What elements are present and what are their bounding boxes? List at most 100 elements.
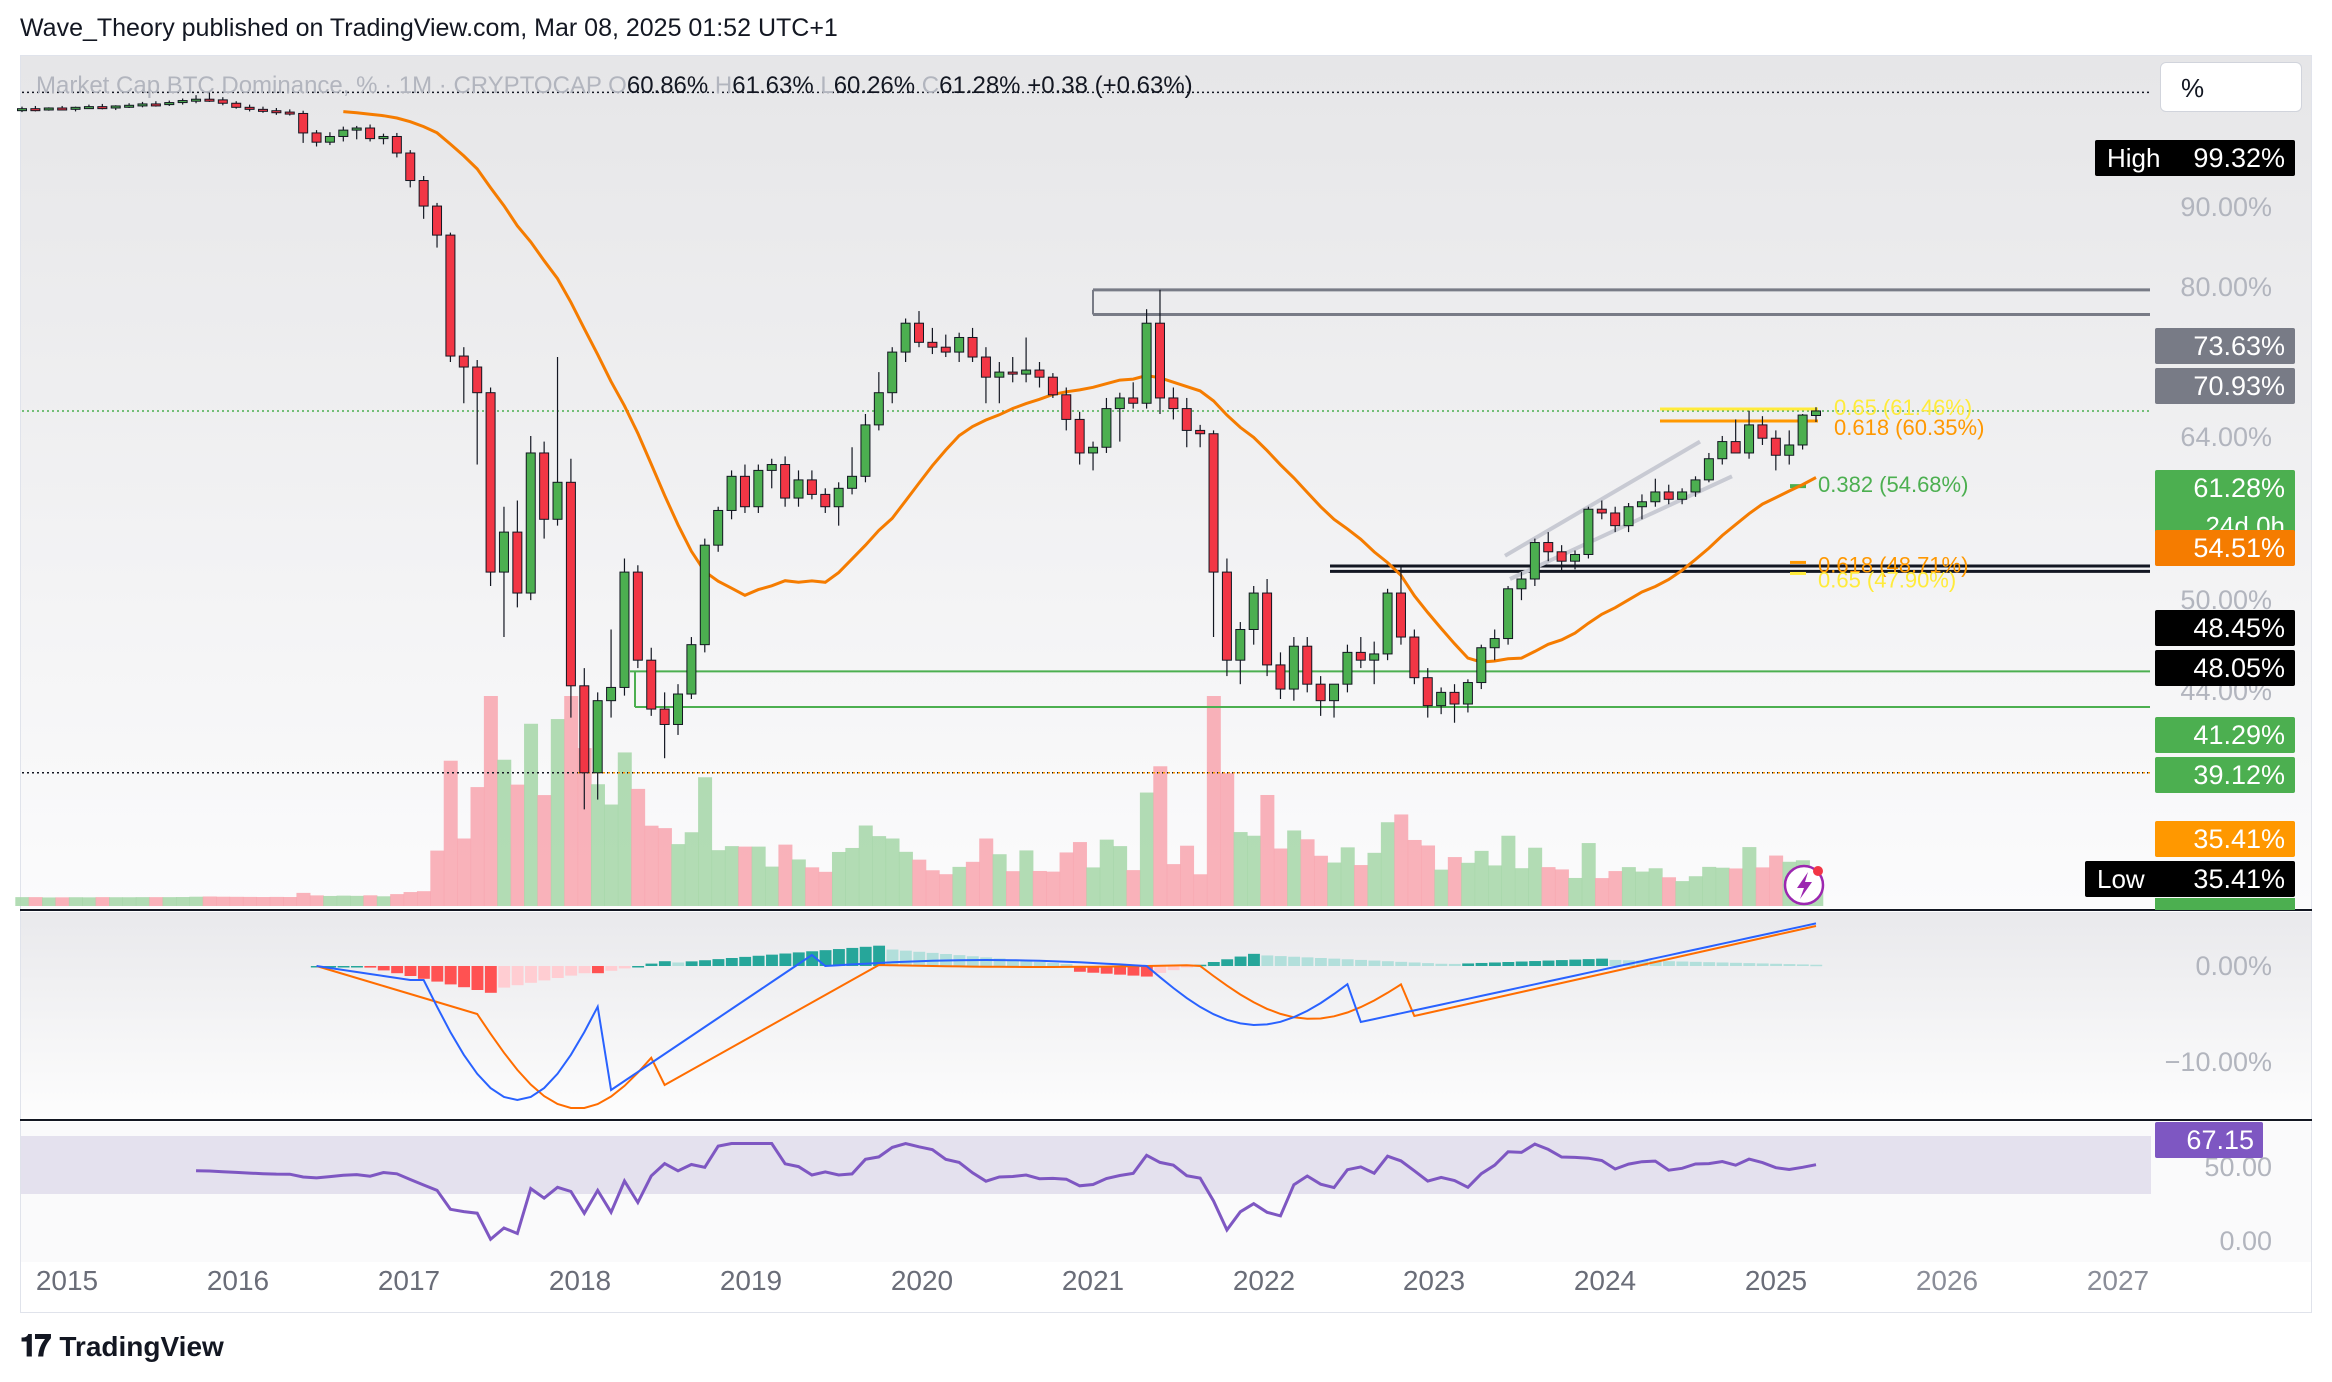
candle-body [793, 479, 804, 499]
candle [1770, 430, 1781, 471]
macd-histogram-bar [538, 966, 551, 981]
volume-area-segment [1006, 871, 1021, 906]
macd-histogram-bar [351, 966, 363, 968]
macd-histogram-bar [832, 949, 845, 966]
volume-area-segment [1380, 822, 1395, 906]
candle [1570, 550, 1581, 570]
volume-area-segment [1126, 870, 1141, 906]
price-label-bg [2095, 140, 2295, 176]
candle-body [365, 127, 376, 140]
candle-body [780, 464, 791, 499]
volume-area-segment [657, 828, 672, 906]
candle-body [17, 108, 27, 112]
volume-area-segment [1514, 868, 1529, 906]
volume-area-segment [644, 825, 659, 906]
candle-body [1275, 664, 1286, 690]
candle-body [485, 392, 496, 573]
candle [351, 125, 362, 140]
year-tick-label: 2021 [1062, 1265, 1124, 1296]
macd-histogram-bar [873, 945, 886, 966]
candle-body [1302, 645, 1313, 685]
macd-line [316, 922, 1817, 1102]
candle-body [1329, 683, 1340, 702]
volume-area-segment [872, 836, 887, 906]
macd-histogram-bar [1408, 962, 1421, 966]
candle [606, 629, 617, 718]
price-label-box: 73.63% [2155, 328, 2295, 364]
volume-area-segment [1099, 839, 1114, 906]
volume-area-segment [403, 892, 418, 906]
macd-histogram-bar [1127, 966, 1140, 976]
macd-histogram-bar [1569, 959, 1582, 966]
volume-area-segment [724, 846, 739, 906]
candle [1476, 644, 1487, 690]
volume-area-segment [416, 891, 431, 906]
candle [699, 538, 710, 653]
candle-body [713, 509, 724, 546]
price-label-bg [2085, 861, 2295, 897]
price-tick-label: 64.00% [2180, 422, 2272, 452]
volume-area-segment [1233, 832, 1248, 906]
candle-body [1677, 491, 1688, 500]
candle-body [43, 107, 54, 111]
candle [271, 107, 282, 115]
candle-body [1141, 322, 1152, 404]
macd-histogram-bar [1703, 962, 1716, 966]
macd-histogram-bar [1087, 966, 1100, 973]
volume-area-segment [1313, 855, 1328, 906]
candle-body [512, 531, 523, 594]
candle-body [1690, 479, 1701, 493]
candle-body [806, 479, 817, 495]
year-tick-label: 2026 [1916, 1265, 1978, 1296]
scale-mode-button[interactable]: % [2160, 62, 2302, 112]
volume-area-segment [336, 895, 351, 906]
candle-body [1288, 645, 1299, 690]
price-label-title: High [2107, 143, 2160, 173]
macd-histogram-bar [1100, 966, 1113, 974]
macd-histogram-bar [1770, 963, 1783, 966]
candle-body [1784, 444, 1795, 456]
candle-body [1730, 441, 1741, 454]
replay-icon[interactable] [1783, 864, 1825, 906]
volume-area-segment [550, 719, 565, 906]
candle [793, 470, 804, 507]
candle [739, 464, 750, 513]
candle-body [1757, 424, 1768, 439]
candle-body [994, 371, 1005, 378]
macd-histogram-bar [1529, 961, 1542, 966]
candle-body [1596, 508, 1607, 514]
macd-histogram-bar [1743, 963, 1756, 966]
price-label-bg [2155, 757, 2295, 793]
macd-histogram-bar [1475, 962, 1488, 966]
volume-area-segment [791, 859, 806, 906]
volume-area-segment [1394, 814, 1409, 906]
candle-body [1382, 592, 1393, 655]
volume-area-segment [1461, 862, 1476, 906]
macd-histogram-bar [1274, 956, 1287, 966]
footer-brand[interactable]: 𝟏𝟕 TradingView [20, 1330, 224, 1364]
macd-histogram-bar [1609, 959, 1622, 966]
candle [137, 101, 148, 108]
volume-area-segment [564, 696, 579, 906]
volume-area-segment [1581, 843, 1596, 906]
candle [445, 232, 456, 363]
volume-area-segment [390, 894, 405, 906]
volume-label-stub [2155, 898, 2295, 910]
candle-body [1342, 651, 1353, 685]
candle [298, 110, 309, 143]
volume-area-segment [1046, 871, 1061, 906]
candle-body [1221, 571, 1232, 661]
year-tick-label: 2020 [891, 1265, 953, 1296]
symbol-name[interactable]: Market Cap BTC Dominance, % · 1M · CRYPT… [36, 72, 602, 99]
macd-histogram-bar [1314, 958, 1327, 966]
candle-body [1154, 322, 1165, 399]
price-label-value: 70.93% [2193, 371, 2285, 401]
candle [1717, 435, 1728, 465]
open-value: 60.86% [626, 72, 709, 99]
candle-body [57, 107, 68, 111]
volume-area-segment [162, 897, 177, 906]
candle-body [833, 487, 844, 508]
macd-histogram-bar [1073, 966, 1086, 972]
volume-area-segment [577, 748, 592, 906]
